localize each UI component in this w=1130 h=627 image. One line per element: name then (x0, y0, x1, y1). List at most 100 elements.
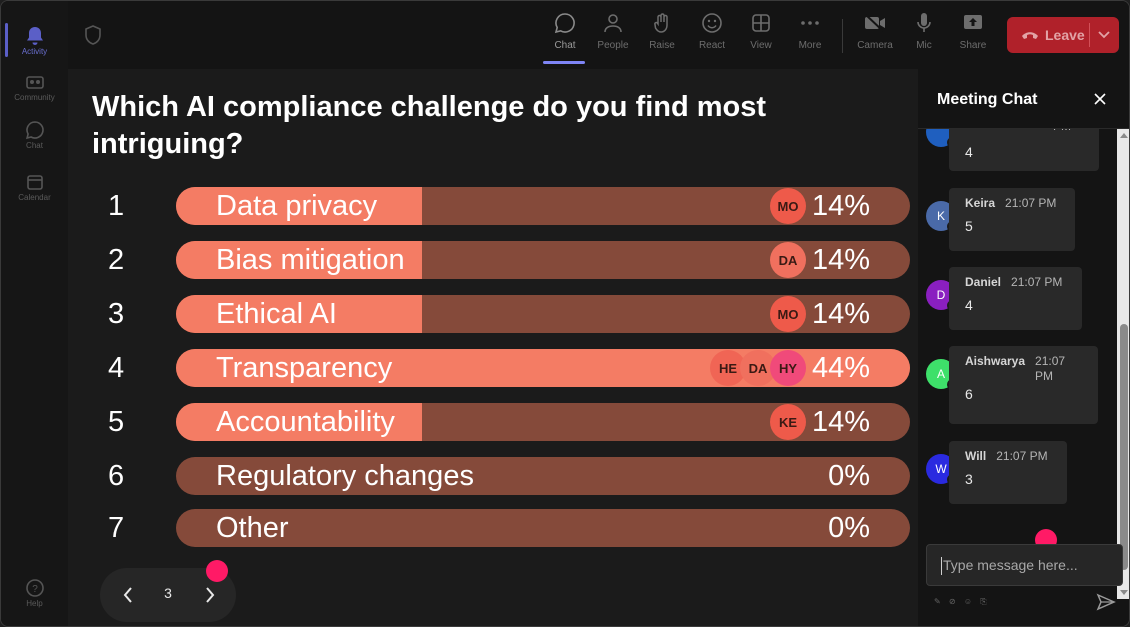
chat-title: Meeting Chat (937, 91, 1038, 108)
close-icon[interactable] (1090, 89, 1110, 109)
option-number: 5 (108, 406, 125, 438)
toolbar-share-label: Share (959, 40, 987, 51)
rail-calendar[interactable]: Calendar (1, 161, 68, 211)
option-label: Transparency (216, 352, 393, 384)
option-percent: 14% (811, 244, 870, 276)
chat-time: 21:07 PM (1011, 275, 1063, 289)
option-percent: 14% (811, 190, 870, 222)
page-number: 3 (164, 585, 172, 601)
chat-messages: PM 4 K Keira 21:07 PM 5 D Daniel 21:07 PM … (918, 129, 1118, 599)
rail-help-label: Help (26, 598, 43, 608)
calendar-icon (24, 171, 46, 193)
option-number: 4 (108, 352, 125, 384)
chat-text: 4 (965, 297, 973, 313)
toolbar-more-button[interactable]: More (788, 11, 832, 63)
chat-sender: Daniel (965, 275, 1002, 289)
send-icon[interactable] (1096, 593, 1116, 616)
voter-avatar: KE (770, 404, 806, 440)
chevron-left-icon[interactable] (116, 583, 140, 607)
rail-community[interactable]: Community (1, 61, 68, 111)
toolbar-chat-button[interactable]: Chat (543, 11, 587, 64)
toolbar-people-label: People (597, 40, 629, 51)
rail-chat-label: Chat (26, 140, 43, 150)
rail-chat[interactable]: Chat (1, 109, 68, 159)
shield-icon (84, 25, 102, 50)
chat-text: 4 (965, 144, 973, 160)
chat-message: Aishwarya 21:07 PM 6 (949, 346, 1098, 424)
chevron-down-icon[interactable] (1097, 26, 1111, 45)
chat-scrollbar[interactable] (1117, 129, 1129, 599)
option-label: Bias mitigation (216, 244, 405, 276)
toolbar-camera-button[interactable]: Camera (853, 11, 897, 63)
chat-header: Meeting Chat (918, 69, 1129, 129)
toolbar-share-button[interactable]: Share (951, 11, 995, 63)
poll-question: Which AI compliance challenge do you fin… (92, 91, 767, 160)
option-bar: Regulatory changes 0% (176, 457, 910, 495)
chat-time: 21:07 PM (996, 449, 1048, 463)
mic-icon (912, 11, 936, 35)
option-number: 1 (108, 190, 125, 222)
avatar-initial: K (936, 209, 945, 223)
svg-text:?: ? (32, 584, 38, 595)
toolbar-mic-label: Mic (916, 40, 932, 51)
chat-text: 6 (965, 386, 973, 402)
toolbar-mic-button[interactable]: Mic (902, 11, 946, 63)
leave-divider (1089, 23, 1090, 47)
chat-message: PM 4 (949, 129, 1099, 171)
chat-icon (24, 119, 46, 141)
chat-time: 21:07 PM (1005, 196, 1057, 210)
option-bar-fill (176, 187, 422, 225)
hang-up-icon (1021, 27, 1039, 43)
scrollbar-thumb[interactable] (1120, 324, 1128, 570)
toolbar-more-label: More (798, 40, 822, 51)
react-icon (700, 11, 724, 35)
chat-icon (553, 11, 577, 35)
meeting-toolbar: Chat People Raise React View (68, 1, 1129, 69)
option-label: Accountability (216, 406, 395, 438)
people-icon (601, 11, 625, 35)
chevron-right-icon[interactable] (198, 583, 222, 607)
chat-text: 5 (965, 218, 973, 234)
view-grid-icon (749, 11, 773, 35)
chat-sender: Aishwarya (965, 354, 1026, 368)
option-label: Data privacy (216, 190, 378, 222)
chat-message: Will 21:07 PM 3 (949, 441, 1067, 504)
rail-calendar-label: Calendar (18, 192, 51, 202)
chat-sender: Keira (965, 196, 996, 210)
chat-sender: Will (965, 449, 987, 463)
option-number: 7 (108, 512, 125, 544)
voter-avatar: HY (770, 350, 806, 386)
chat-message: Daniel 21:07 PM 4 (949, 267, 1082, 330)
voter-avatar: HE (710, 350, 746, 386)
toolbar-view-button[interactable]: View (739, 11, 783, 63)
voter-avatar: DA (770, 242, 806, 278)
toolbar-raise-button[interactable]: Raise (640, 11, 684, 63)
chat-text: 3 (965, 471, 973, 487)
toolbar-react-button[interactable]: React (690, 11, 734, 63)
share-icon (961, 11, 985, 35)
chat-message-input[interactable]: Type message here... (926, 544, 1123, 586)
rail-activity[interactable]: Activity (1, 15, 68, 65)
chat-time: 21:07 PM (1035, 354, 1066, 383)
option-bar: Data privacy MO 14% (176, 187, 910, 225)
help-icon: ? (24, 577, 46, 599)
chat-time: PM (1053, 129, 1071, 134)
toolbar-people-button[interactable]: People (591, 11, 635, 63)
toolbar-chat-label: Chat (554, 40, 576, 51)
format-tools-icon[interactable]: ✎ ⊘ ☺ ⎘ (934, 597, 990, 606)
avatar-initial: W (935, 462, 947, 476)
toolbar-react-label: React (698, 40, 726, 51)
option-label: Regulatory changes (216, 460, 474, 492)
scroll-up-icon[interactable] (1120, 133, 1128, 138)
toolbar-divider (842, 19, 843, 53)
leave-button[interactable]: Leave (1007, 17, 1119, 53)
rail-help[interactable]: ? Help (1, 567, 68, 617)
option-percent: 14% (811, 406, 870, 438)
option-number: 2 (108, 244, 125, 276)
text-caret (941, 557, 942, 576)
option-percent: 14% (811, 298, 870, 330)
option-bar: Accountability KE 14% (176, 403, 910, 441)
option-bar-fill (176, 403, 422, 441)
bell-icon (24, 25, 46, 47)
scroll-down-icon[interactable] (1120, 590, 1128, 595)
